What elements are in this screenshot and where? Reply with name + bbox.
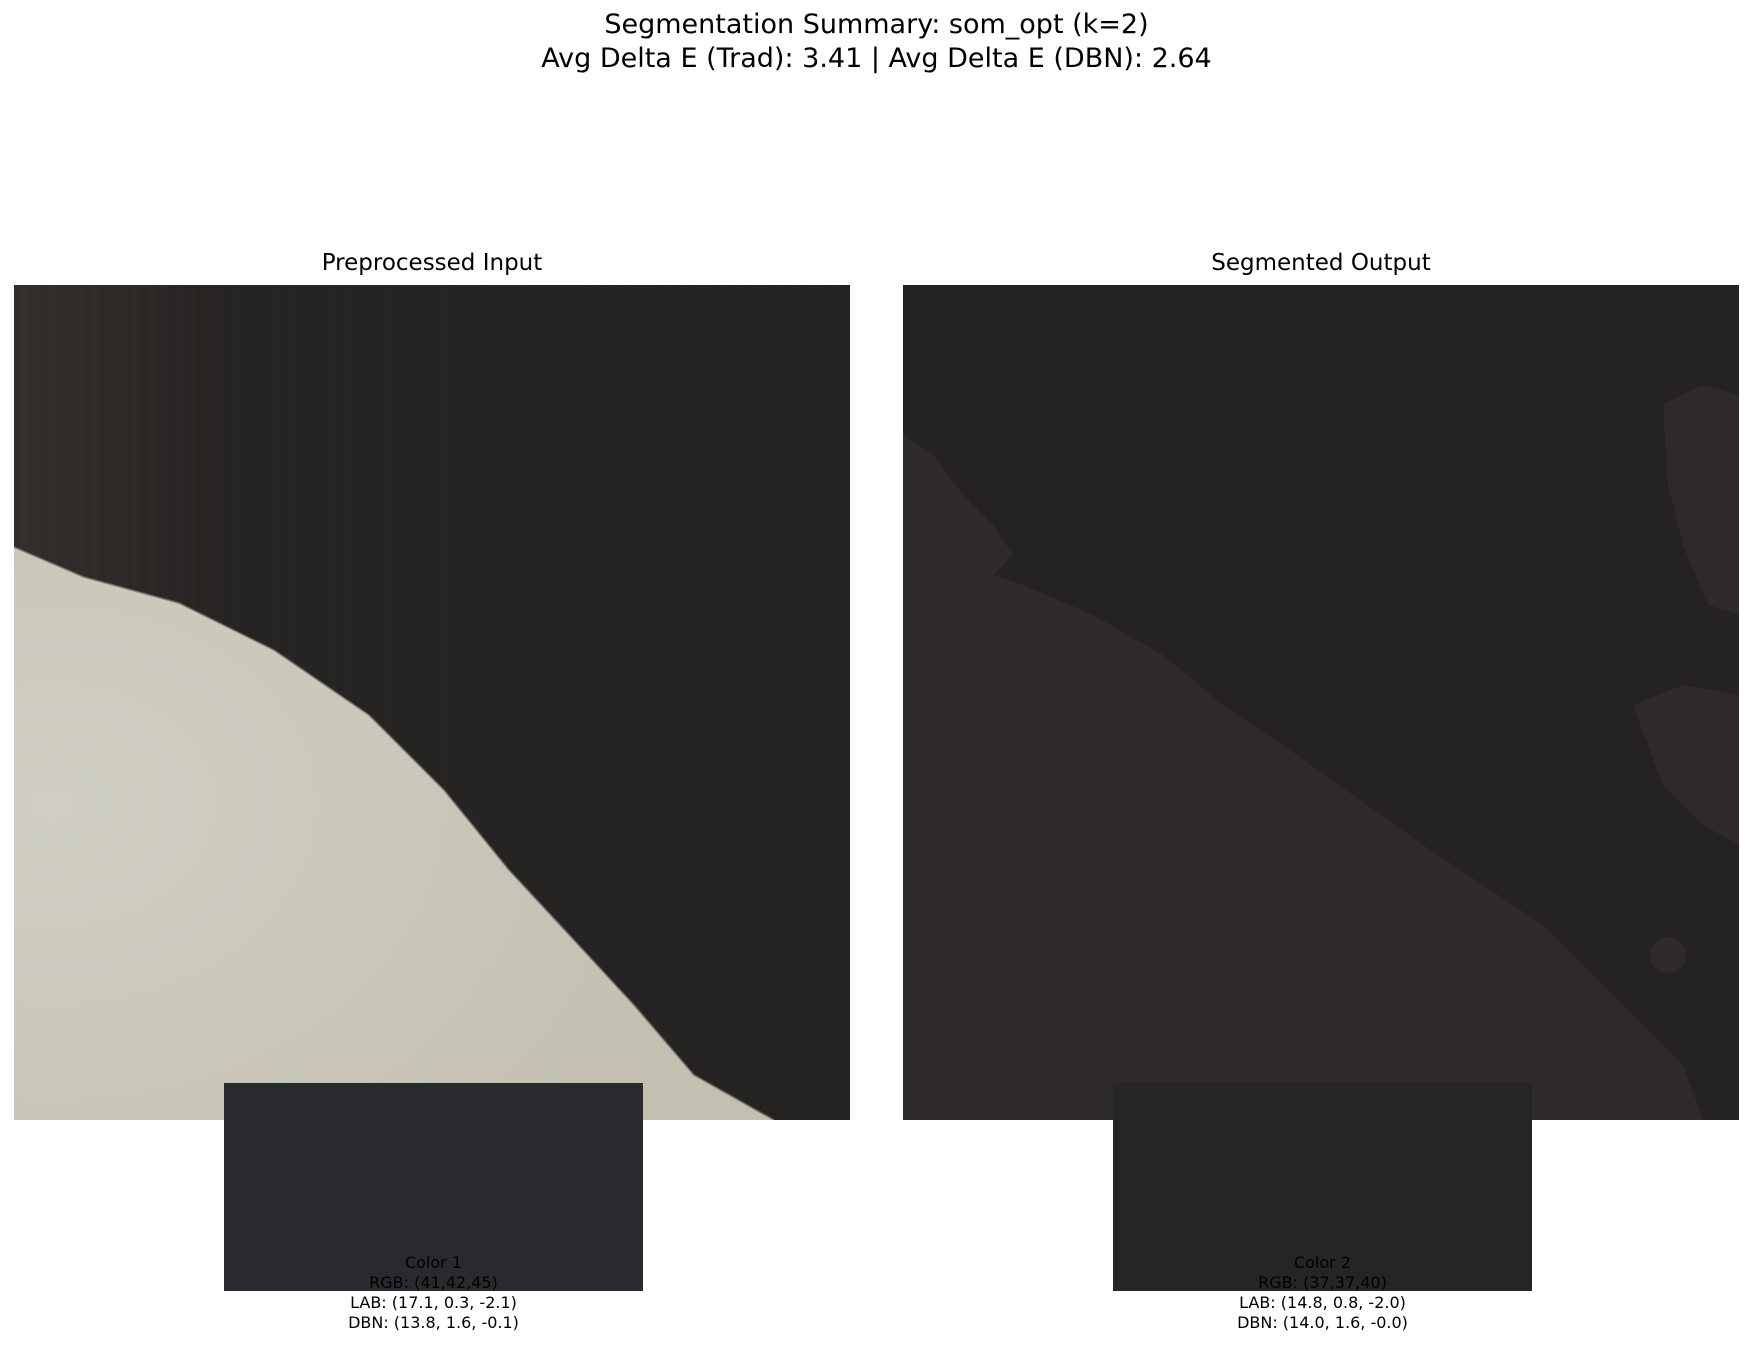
preprocessed-input-image — [14, 285, 850, 1120]
color-1-lab: LAB: (17.1, 0.3, -2.1) — [350, 1293, 517, 1312]
color-1-dbn: DBN: (13.8, 1.6, -0.1) — [348, 1313, 519, 1332]
color-1-swatch — [224, 1083, 643, 1291]
figure-title-line-2: Avg Delta E (Trad): 3.41 | Avg Delta E (… — [541, 43, 1212, 74]
color-2-dbn: DBN: (14.0, 1.6, -0.0) — [1237, 1313, 1408, 1332]
figure-title-line-1: Segmentation Summary: som_opt (k=2) — [604, 9, 1149, 40]
input-light-region — [14, 547, 774, 1120]
color-2-name: Color 2 — [1293, 1253, 1352, 1272]
color-2-swatch — [1113, 1083, 1532, 1291]
color-2-lab: LAB: (14.8, 0.8, -2.0) — [1239, 1293, 1406, 1312]
color-1-rgb: RGB: (41,42,45) — [369, 1273, 498, 1292]
color-1-name: Color 1 — [404, 1253, 463, 1272]
color-2-rgb: RGB: (37,37,40) — [1258, 1273, 1387, 1292]
color-2-label: Color 2 RGB: (37,37,40) LAB: (14.8, 0.8,… — [1113, 1253, 1532, 1333]
segmented-output-image — [903, 285, 1739, 1120]
output-cluster-1-region — [903, 285, 1739, 1120]
output-panel-title: Segmented Output — [1211, 250, 1431, 276]
figure-title: Segmentation Summary: som_opt (k=2) Avg … — [0, 8, 1753, 76]
color-1-label: Color 1 RGB: (41,42,45) LAB: (17.1, 0.3,… — [224, 1253, 643, 1333]
input-panel-title: Preprocessed Input — [321, 250, 543, 276]
